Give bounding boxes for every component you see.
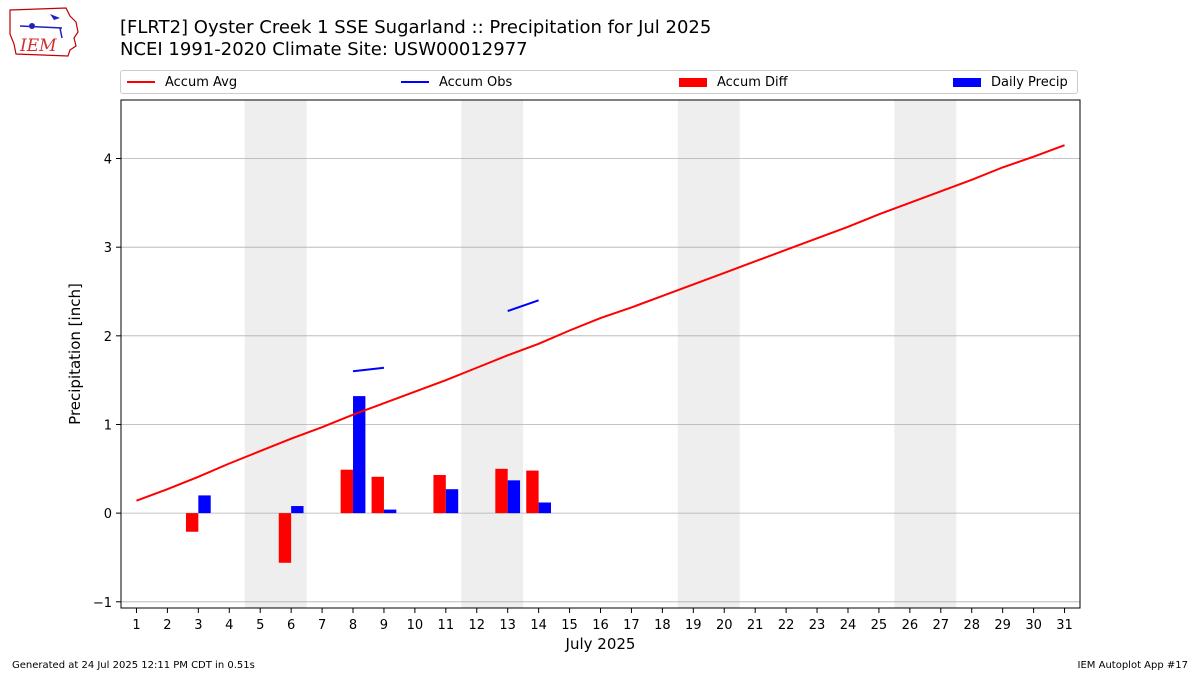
- footer-generated-text: Generated at 24 Jul 2025 12:11 PM CDT in…: [12, 660, 255, 671]
- x-tick-label-15: 15: [561, 618, 578, 633]
- x-tick-label-6: 6: [287, 618, 295, 633]
- bar-daily-precip-13: [507, 480, 521, 514]
- x-tick-label-24: 24: [840, 618, 857, 633]
- plot-frame: [120, 99, 1081, 609]
- bar-daily-precip-6: [291, 506, 304, 514]
- y-tick-label-4: 4: [104, 153, 112, 168]
- x-tick-label-14: 14: [530, 618, 547, 633]
- bar-accum-diff-3: [185, 513, 199, 532]
- legend-label-accum-obs: Accum Obs: [439, 74, 513, 90]
- x-tick-label-7: 7: [318, 618, 326, 633]
- x-tick-label-4: 4: [225, 618, 233, 633]
- weekend-band-3: [894, 100, 957, 608]
- y-tick-label--1: −1: [93, 596, 112, 611]
- x-tick-label-9: 9: [380, 618, 388, 633]
- x-tick-label-1: 1: [132, 618, 140, 633]
- legend-label-accum-diff: Accum Diff: [717, 74, 788, 90]
- x-tick-label-18: 18: [654, 618, 671, 633]
- x-tick-label-3: 3: [194, 618, 202, 633]
- x-tick-label-20: 20: [716, 618, 733, 633]
- legend-swatch-accum-avg: [127, 81, 155, 83]
- bar-accum-diff-6: [278, 513, 292, 563]
- bar-accum-diff-9: [371, 476, 384, 514]
- x-tick-label-17: 17: [623, 618, 640, 633]
- footer-app-text: IEM Autoplot App #17: [1077, 660, 1188, 671]
- x-tick-label-11: 11: [438, 618, 455, 633]
- iowa-outline-icon: [9, 7, 79, 57]
- bar-daily-precip-8: [353, 396, 366, 514]
- gridlines: [121, 158, 1080, 603]
- y-tick-label-2: 2: [104, 330, 112, 345]
- legend-swatch-accum-obs: [401, 81, 429, 83]
- legend-swatch-accum-diff: [679, 77, 707, 87]
- bar-daily-precip-11: [445, 489, 459, 514]
- weekend-band-1: [461, 100, 524, 608]
- x-tick-label-2: 2: [163, 618, 171, 633]
- bars: [185, 396, 552, 563]
- y-tick-label-3: 3: [104, 241, 112, 256]
- x-tick-label-28: 28: [963, 618, 980, 633]
- line-accum-obs-segment-1: [507, 299, 539, 312]
- legend-item-accum-avg: Accum Avg: [127, 71, 237, 93]
- line-accum-avg: [136, 144, 1065, 502]
- x-tick-label-26: 26: [902, 618, 919, 633]
- x-tick-label-19: 19: [685, 618, 702, 633]
- x-axis-label: July 2025: [565, 635, 636, 653]
- chart-title: [FLRT2] Oyster Creek 1 SSE Sugarland :: …: [120, 17, 712, 38]
- x-tick-label-5: 5: [256, 618, 264, 633]
- y-axis-label: Precipitation [inch]: [66, 283, 84, 425]
- chart-subtitle: NCEI 1991-2020 Climate Site: USW00012977: [120, 39, 528, 60]
- y-tick-label-1: 1: [104, 418, 112, 433]
- y-tick-label-0: 0: [104, 507, 112, 522]
- bar-daily-precip-3: [198, 495, 211, 514]
- x-tick-label-8: 8: [349, 618, 357, 633]
- lines: [136, 144, 1065, 502]
- legend-item-accum-obs: Accum Obs: [401, 71, 512, 93]
- x-tick-label-16: 16: [592, 618, 609, 633]
- x-tick-label-22: 22: [778, 618, 795, 633]
- x-tick-label-31: 31: [1056, 618, 1073, 633]
- x-tick-label-10: 10: [407, 618, 424, 633]
- bar-accum-diff-14: [526, 470, 539, 514]
- weekend-band-0: [244, 100, 307, 608]
- legend-swatch-daily-precip: [953, 77, 981, 87]
- x-tick-label-29: 29: [994, 618, 1011, 633]
- weather-vane-icon: [19, 25, 63, 29]
- bar-accum-diff-13: [495, 468, 508, 514]
- bar-daily-precip-14: [538, 502, 552, 514]
- x-tick-label-30: 30: [1025, 618, 1042, 633]
- line-accum-obs-segment-0: [352, 366, 385, 373]
- chart-legend: Accum Avg Accum Obs Accum Diff Daily Pre…: [120, 70, 1078, 94]
- weekend-band-2: [677, 100, 740, 608]
- x-tick-label-12: 12: [468, 618, 485, 633]
- bar-accum-diff-8: [340, 469, 354, 514]
- logo-text: IEM: [19, 36, 57, 56]
- legend-label-accum-avg: Accum Avg: [165, 74, 238, 90]
- x-tick-label-21: 21: [747, 618, 764, 633]
- weekend-shading: [244, 100, 957, 608]
- x-tick-label-25: 25: [871, 618, 888, 633]
- legend-item-accum-diff: Accum Diff: [679, 71, 788, 93]
- x-tick-label-13: 13: [499, 618, 516, 633]
- iem-logo: IEM: [9, 7, 79, 57]
- legend-label-daily-precip: Daily Precip: [991, 74, 1068, 90]
- bar-daily-precip-9: [383, 509, 397, 514]
- x-tick-label-23: 23: [809, 618, 826, 633]
- x-tick-label-27: 27: [933, 618, 950, 633]
- bar-accum-diff-11: [433, 475, 446, 514]
- legend-item-daily-precip: Daily Precip: [953, 71, 1068, 93]
